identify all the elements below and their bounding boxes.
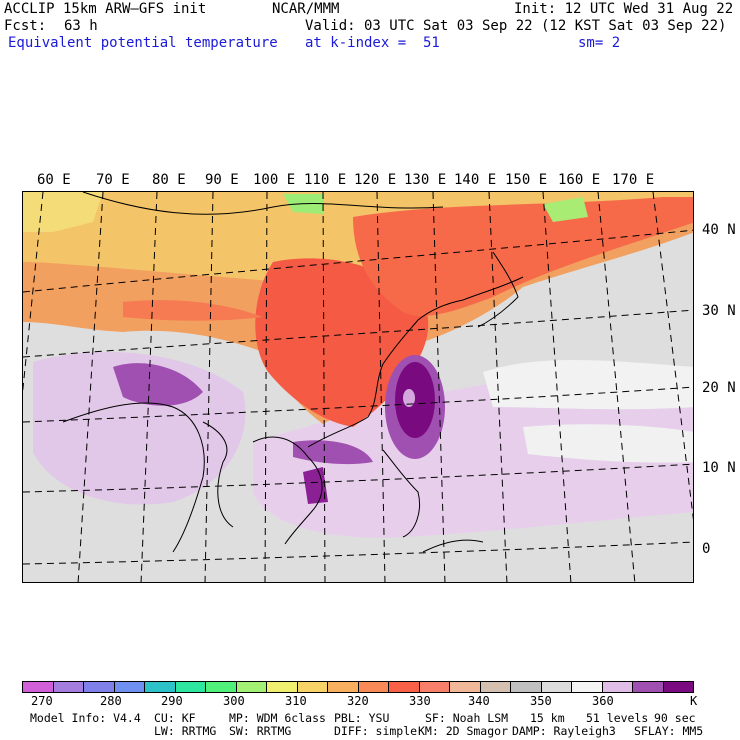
lon-label: 100 E <box>253 172 296 188</box>
level-index: at k-index = 51 <box>305 35 440 51</box>
lon-label: 120 E <box>354 172 397 188</box>
colorbar-unit: K <box>690 694 698 708</box>
coastlines <box>62 192 524 553</box>
colorbar-swatch <box>450 682 481 692</box>
lon-label: 90 E <box>205 172 239 188</box>
colorbar-swatch <box>419 682 450 692</box>
colorbar <box>22 681 694 693</box>
purple-patch <box>303 467 328 504</box>
footer-resolution: 15 km <box>530 711 565 725</box>
typhoon-eye <box>403 389 415 407</box>
lon-label: 80 E <box>152 172 186 188</box>
lat-label: 20 N <box>702 380 736 396</box>
colorbar-swatch <box>297 682 328 692</box>
graticule <box>23 192 693 582</box>
colorbar-swatch <box>175 682 206 692</box>
colorbar-swatch <box>663 682 693 692</box>
colorbar-swatch <box>541 682 572 692</box>
footer-pbl: PBL: YSU <box>334 711 390 725</box>
field-name: Equivalent potential temperature <box>8 35 278 51</box>
forecast-hour: 63 h <box>64 18 98 34</box>
colorbar-label: 330 <box>409 694 431 708</box>
colorbar-label: 280 <box>100 694 122 708</box>
colorbar-swatch <box>358 682 389 692</box>
orange-band <box>123 300 263 321</box>
colorbar-label: 290 <box>161 694 183 708</box>
colorbar-label: 360 <box>592 694 614 708</box>
lat-label: 10 N <box>702 460 736 476</box>
footer-cu: CU: KF <box>154 711 196 725</box>
colorbar-swatch <box>572 682 603 692</box>
colorbar-label: 300 <box>223 694 245 708</box>
lon-label: 130 E <box>404 172 447 188</box>
lon-label: 150 E <box>505 172 548 188</box>
lon-label: 70 E <box>96 172 130 188</box>
colorbar-label: 350 <box>530 694 552 708</box>
purple-patch <box>293 440 373 465</box>
colorbar-swatch <box>511 682 542 692</box>
forecast-label: Fcst: <box>4 18 47 34</box>
footer-diff: DIFF: simple <box>334 724 418 738</box>
colorbar-swatch <box>23 682 54 692</box>
purple-india <box>113 363 203 406</box>
colorbar-swatch <box>389 682 420 692</box>
red-core <box>255 258 429 427</box>
init-time: Init: 12 UTC Wed 31 Aug 22 <box>514 1 734 17</box>
yellow-corner <box>23 192 103 232</box>
footer-model-info: Model Info: V4.4 <box>30 711 141 725</box>
smoothing: sm= 2 <box>578 35 621 51</box>
footer-km: KM: 2D Smagor <box>418 724 509 738</box>
footer-damp: DAMP: Rayleigh3 <box>512 724 616 738</box>
footer-timestep: 90 sec <box>654 711 696 725</box>
colorbar-label: 310 <box>285 694 307 708</box>
red-band <box>353 197 693 317</box>
colorbar-swatch <box>114 682 145 692</box>
colorbar-swatch <box>145 682 176 692</box>
green-patch <box>543 197 588 222</box>
colorbar-swatch <box>84 682 115 692</box>
colorbar-swatch <box>602 682 633 692</box>
colorbar-swatch <box>206 682 237 692</box>
footer-sflay: SFLAY: MM5 <box>634 724 704 738</box>
colorbar-swatch <box>633 682 664 692</box>
lon-label: 170 E <box>612 172 655 188</box>
footer-sw: SW: RRTMG <box>229 724 292 738</box>
footer-mp: MP: WDM 6class <box>229 711 326 725</box>
colorbar-label: 340 <box>468 694 490 708</box>
theta-e-map <box>22 191 694 583</box>
footer-lw: LW: RRTMG <box>154 724 217 738</box>
colorbar-label: 320 <box>347 694 369 708</box>
colorbar-label: 270 <box>31 694 53 708</box>
colorbar-swatch <box>480 682 511 692</box>
footer-levels: 51 levels <box>586 711 649 725</box>
lon-label: 140 E <box>454 172 497 188</box>
map-canvas <box>23 192 693 582</box>
organization: NCAR/MMM <box>272 1 340 17</box>
pale-band <box>523 424 693 463</box>
lat-label: 0 <box>702 541 711 557</box>
lat-label: 40 N <box>702 222 736 238</box>
lon-label: 60 E <box>37 172 71 188</box>
valid-time: Valid: 03 UTC Sat 03 Sep 22 (12 KST Sat … <box>305 18 727 34</box>
lon-label: 110 E <box>304 172 347 188</box>
colorbar-swatch <box>53 682 84 692</box>
colorbar-swatch <box>328 682 359 692</box>
pale-band <box>483 360 693 410</box>
colorbar-swatch <box>236 682 267 692</box>
typhoon-core <box>395 362 435 438</box>
lat-label: 30 N <box>702 303 736 319</box>
footer-sf: SF: Noah LSM <box>425 711 509 725</box>
colorbar-swatch <box>267 682 298 692</box>
lon-label: 160 E <box>558 172 601 188</box>
plot-title: ACCLIP 15km ARW–GFS init <box>4 1 207 17</box>
